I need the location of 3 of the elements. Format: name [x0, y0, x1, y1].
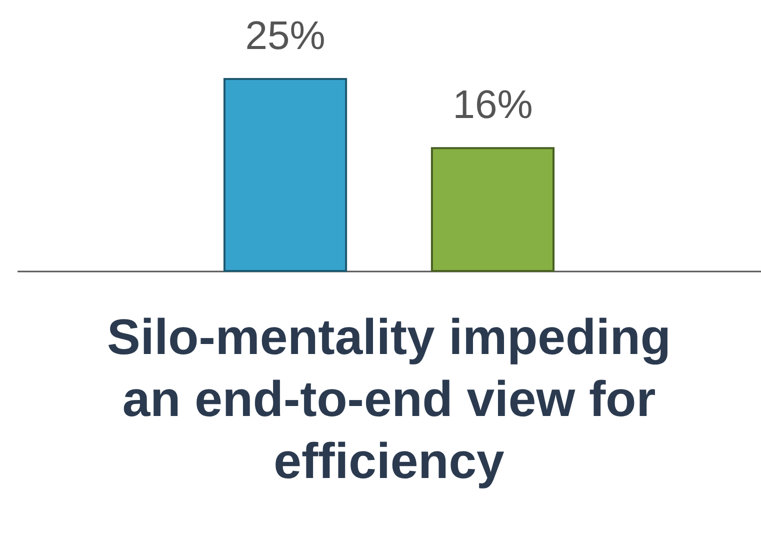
data-label: 16%	[452, 83, 533, 128]
text: Silo-mentality impeding an end-to-end view for efficiency	[107, 309, 671, 489]
data-label: 25%	[245, 14, 326, 58]
